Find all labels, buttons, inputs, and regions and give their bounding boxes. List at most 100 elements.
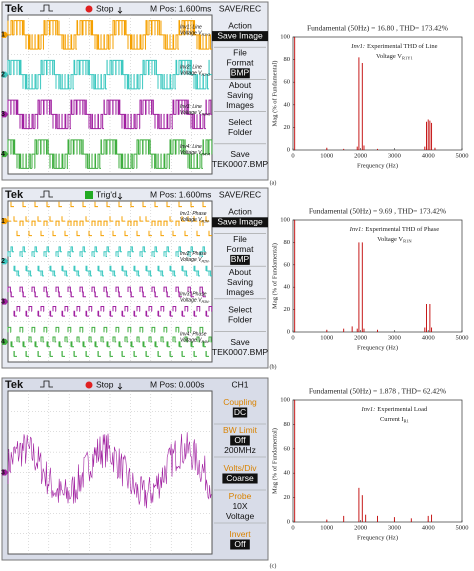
menu-title: CH1 [231, 379, 248, 389]
menu-highlight [212, 217, 268, 228]
channel-label: Voltage VR2N [180, 257, 209, 263]
oscilloscope: Tek Trig'd M Pos: 1.600ms SAVE/RECActionSav… [1, 187, 269, 369]
trigger-pos [117, 7, 123, 14]
menu-item: File [233, 234, 247, 244]
channel-label-text: Line [192, 105, 202, 111]
channel-label-sub: R2Y2 [202, 73, 211, 77]
chart: Fundamental (50Hz) = 16.80 , THD= 173.42… [271, 24, 468, 170]
channel-label-text: Phase [192, 292, 206, 298]
channel-label-lead: Inv2: [180, 251, 191, 257]
channel-label-text: Phase [192, 251, 206, 257]
x-tick-label: 5000 [456, 152, 469, 159]
channel-label-text: Phase [192, 211, 206, 217]
status-box [85, 191, 93, 199]
channel-label-text: Voltage V [180, 71, 202, 77]
waveform [7, 246, 212, 277]
x-axis-label: Frequency (Hz) [357, 534, 398, 541]
channel-marker: 1 [1, 32, 5, 39]
menu-highlight [230, 539, 250, 550]
channel-label: Voltage VR4N [180, 338, 209, 344]
menu-item: About [229, 267, 252, 277]
menu-item: 10X [232, 501, 247, 511]
x-tick-label: 3000 [388, 334, 401, 341]
channel-label-text: Voltage V [180, 31, 202, 37]
y-tick-label: 100 [280, 396, 290, 403]
menu-item: Folder [228, 127, 252, 137]
annotation: Voltage VR1Y1 [376, 53, 413, 60]
y-tick-label: 80 [284, 56, 291, 63]
status: Stop [96, 3, 114, 13]
x-tick-label: 0 [291, 334, 294, 341]
menu-item: Saving [227, 277, 253, 287]
x-tick-label: 1000 [320, 152, 333, 159]
annotation-text: Experimental THD of Phase [365, 226, 439, 233]
y-tick-label: 40 [284, 101, 291, 108]
x-tick-label: 1000 [320, 524, 333, 531]
channel-label: Inv3: Line [180, 105, 202, 111]
channel-label-lead: Inv3: [180, 292, 191, 298]
menu-item: Select [228, 304, 252, 314]
channel-label: Voltage VR1Y1 [180, 31, 210, 37]
channel-label-text: Voltage V [180, 298, 202, 304]
annotation-lead: Inv1: [350, 43, 365, 50]
channel-label-text: Voltage V [180, 111, 202, 117]
x-tick-label: 4000 [422, 524, 435, 531]
channel-label: Voltage VR2Y2 [180, 71, 210, 77]
plot-area [292, 36, 463, 151]
menu-item: Format [227, 58, 255, 68]
channel-label-text: Line [192, 144, 202, 150]
channel-label-lead: Inv1: [180, 25, 191, 31]
menu-title: SAVE/REC [219, 189, 261, 199]
channel-label-lead: Inv4: [180, 144, 191, 150]
trigger-icon [40, 4, 53, 12]
menu-item: DC [234, 407, 246, 417]
menu-item: Save Image [217, 217, 263, 227]
annotation-text: Experimental THD of Line [367, 43, 438, 50]
waveform [7, 326, 212, 357]
channel-arrow [2, 71, 8, 78]
y-tick-label: 0 [287, 518, 290, 525]
status-dot [85, 381, 93, 389]
annotation-sub: R1N [403, 239, 412, 244]
menu-highlight [212, 31, 268, 42]
channel-label-lead: Inv1: [180, 211, 191, 217]
menu-item: Off [234, 435, 246, 445]
menu-item: Images [226, 287, 254, 297]
x-tick-label: 4000 [422, 152, 435, 159]
y-tick-label: 20 [284, 494, 291, 501]
menu-item: File [233, 48, 247, 58]
trigger-icon [40, 190, 53, 198]
brand: Tek [5, 189, 24, 201]
channel-label-sub: R1N [202, 219, 209, 223]
channel-marker: 1 [1, 218, 5, 225]
menu-item: Format [227, 244, 255, 254]
channel-arrow [2, 469, 8, 476]
x-tick-label: 5000 [456, 334, 469, 341]
channel-label-text: Voltage V [180, 217, 202, 223]
channel-label-text: Voltage V [180, 338, 202, 344]
plot-area [292, 399, 463, 523]
channel-label-lead: Inv2: [180, 65, 191, 71]
channel-arrow [2, 298, 8, 305]
status-dot [85, 5, 93, 13]
channel-marker: 4 [1, 339, 5, 346]
chart-title: Fundamental (50Hz) = 16.80 , THD= 173.42… [307, 24, 448, 33]
channel-marker: 2 [1, 71, 5, 78]
menu-item: Invert [229, 529, 251, 539]
menu-title: SAVE/REC [219, 3, 261, 13]
menu-item: TEK0007.BMP [212, 159, 269, 169]
menu-item: Probe [229, 491, 252, 501]
position: M Pos: 1.600ms [150, 189, 211, 199]
x-tick-label: 3000 [388, 152, 401, 159]
channel-label-text: Line [192, 65, 202, 71]
x-tick-label: 5000 [456, 524, 469, 531]
annotation-sub: R1Y1 [402, 56, 413, 61]
y-tick-label: 80 [284, 421, 291, 428]
y-tick-label: 80 [284, 239, 291, 246]
channel-label: Inv3: Phase [180, 292, 207, 298]
chart-title: Fundamental (50Hz) = 1.878 , THD= 62.42% [309, 387, 446, 396]
channel-label-text: Phase [192, 332, 206, 338]
y-tick-label: 100 [280, 216, 290, 223]
channel-label-sub: R3Y3 [202, 113, 211, 117]
y-tick-label: 0 [287, 328, 290, 335]
